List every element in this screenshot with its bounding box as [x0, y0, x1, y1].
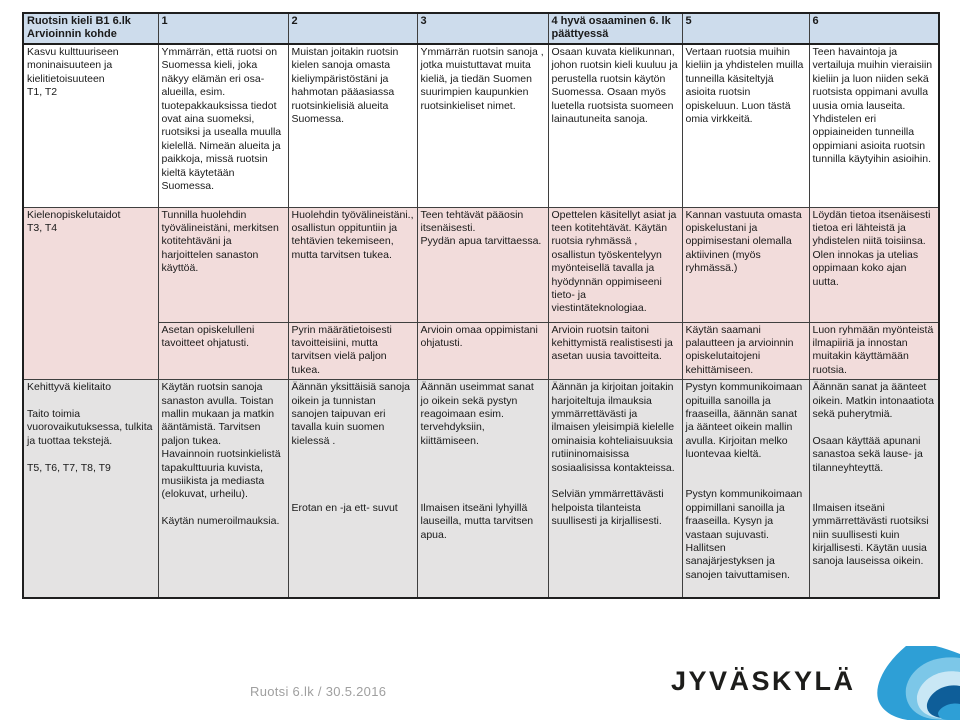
rubric-table: Ruotsin kieli B1 6.lk Arvioinnin kohde 1… [22, 12, 940, 599]
grade-header-3: 3 [416, 12, 549, 45]
assessment-rubric: Ruotsin kieli B1 6.lk Arvioinnin kohde 1… [22, 12, 940, 599]
row-kehittyva-kielitaito: Kehittyvä kielitaito Taito toimia vuorov… [22, 379, 940, 599]
rubric-cell: Teen tehtävät pääosin itsenäisesti. Pyyd… [416, 206, 549, 323]
rubric-cell: Luon ryhmään myönteistä ilmapiiriä ja in… [808, 321, 940, 381]
row-kielenopiskelutaidot-top: Kielenopiskelutaidot T3, T4 Tunnilla huo… [22, 206, 940, 381]
rubric-cell: Ymmärrän ruotsin sanoja , jotka muistutt… [416, 43, 549, 208]
slide-footer-caption: Ruotsi 6.lk / 30.5.2016 [250, 684, 387, 699]
rubric-cell: Käytän ruotsin sanoja sanaston avulla. T… [157, 379, 289, 599]
jyvaskyla-logo: JYVÄSKYLÄ [671, 664, 856, 698]
grade-header-6: 6 [808, 12, 940, 45]
rubric-cell: Vertaan ruotsia muihin kieliin ja yhdist… [681, 43, 810, 208]
grade-header-1: 1 [157, 12, 289, 45]
rubric-cell: Arvioin ruotsin taitoni kehittymistä rea… [547, 321, 683, 381]
grade-header-5: 5 [681, 12, 810, 45]
rubric-cell: Äännän useimmat sanat jo oikein sekä pys… [416, 379, 549, 599]
rubric-cell: Pystyn kommunikoimaan opituilla sanoilla… [681, 379, 810, 599]
grade-header-2: 2 [287, 12, 418, 45]
rubric-cell: Asetan opiskelulleni tavoitteet ohjatust… [157, 321, 289, 381]
row-label: Kehittyvä kielitaito Taito toimia vuorov… [22, 379, 159, 599]
rubric-cell: Osaan kuvata kielikunnan, johon ruotsin … [547, 43, 683, 208]
header-row: Ruotsin kieli B1 6.lk Arvioinnin kohde 1… [22, 12, 940, 45]
jyvaskyla-logo-text: JYVÄSKYLÄ [671, 665, 856, 696]
rubric-cell: Äännän sanat ja äänteet oikein. Matkin i… [808, 379, 940, 599]
row-kielenopiskelutaidot-bottom: Asetan opiskelulleni tavoitteet ohjatust… [23, 321, 940, 381]
rubric-cell: Pyrin määrätietoisesti tavoitteisiini, m… [287, 321, 418, 381]
rubric-cell: Kannan vastuuta omasta opiskelustani ja … [681, 206, 810, 323]
row-label: Kasvu kulttuuriseen moninaisuuteen ja ki… [22, 43, 159, 208]
row-label: Kielenopiskelutaidot T3, T4 [22, 206, 159, 381]
rubric-cell: Teen havaintoja ja vertailuja muihin vie… [808, 43, 940, 208]
rubric-cell: Äännän ja kirjoitan joitakin harjoiteltu… [547, 379, 683, 599]
rubric-cell: Ymmärrän, että ruotsi on Suomessa kieli,… [157, 43, 289, 208]
rubric-cell: Löydän tietoa itsenäisesti tietoa eri lä… [808, 206, 940, 323]
rubric-cell: Huolehdin työvälineistäni., osallistun o… [287, 206, 418, 323]
grade-header-4: 4 hyvä osaaminen 6. lk päättyessä [547, 12, 683, 45]
rubric-cell: Käytän saamani palautteen ja arvioinnin … [681, 321, 810, 381]
rubric-cell: Arvioin omaa oppimistani ohjatusti. [416, 321, 549, 381]
rubric-cell: Äännän yksittäisiä sanoja oikein ja tunn… [287, 379, 418, 599]
jyvaskyla-swirl-icon [870, 646, 960, 720]
rubric-cell: Tunnilla huolehdin työvälineistäni, merk… [157, 206, 289, 323]
rubric-cell: Opettelen käsitellyt asiat ja teen kotit… [547, 206, 683, 323]
rubric-cell: Muistan joitakin ruotsin kielen sanoja o… [287, 43, 418, 208]
corner-header: Ruotsin kieli B1 6.lk Arvioinnin kohde [22, 12, 159, 45]
row-kasvu-kulttuuriseen: Kasvu kulttuuriseen moninaisuuteen ja ki… [22, 43, 940, 208]
